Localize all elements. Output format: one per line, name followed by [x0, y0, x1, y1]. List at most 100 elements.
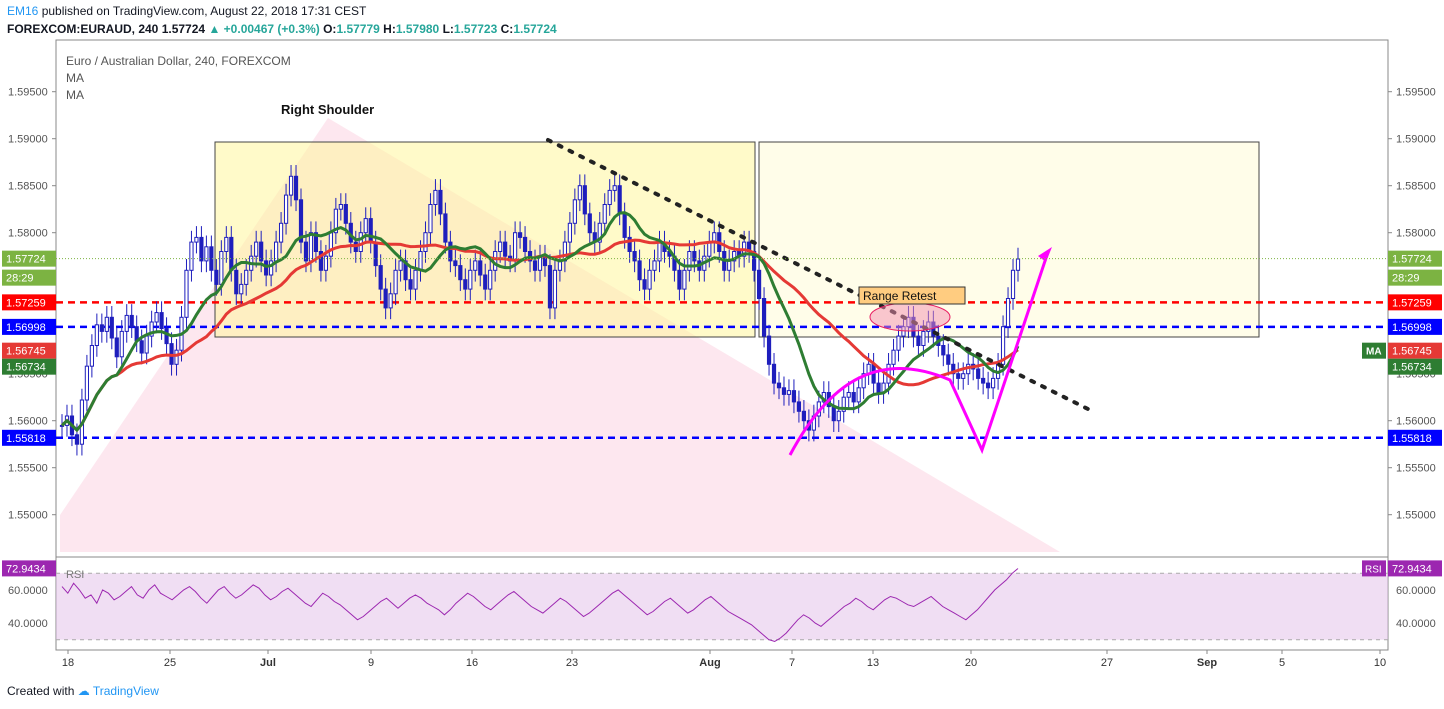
candle-body[interactable] — [358, 232, 363, 252]
candle-body[interactable] — [338, 204, 343, 210]
candle-body[interactable] — [343, 204, 348, 224]
candle-body[interactable] — [841, 396, 846, 412]
candle-body[interactable] — [991, 377, 996, 389]
candle-body[interactable] — [383, 288, 388, 309]
candle-body[interactable] — [393, 269, 398, 295]
candle-body[interactable] — [119, 330, 124, 358]
candle-body[interactable] — [547, 265, 553, 309]
candle-body[interactable] — [194, 236, 199, 243]
candle-body[interactable] — [214, 269, 219, 285]
candle-body[interactable] — [771, 363, 777, 384]
candle-body[interactable] — [448, 241, 453, 262]
candle-body[interactable] — [234, 269, 239, 295]
candle-body[interactable] — [154, 312, 159, 323]
candle-body[interactable] — [851, 392, 856, 403]
candle-body[interactable] — [473, 260, 478, 271]
candle-body[interactable] — [582, 185, 587, 215]
projection-path[interactable] — [788, 251, 1050, 456]
candle-body[interactable] — [607, 189, 612, 205]
candle-body[interactable] — [333, 208, 338, 234]
candle-body[interactable] — [363, 218, 368, 234]
candle-body[interactable] — [652, 260, 657, 271]
candle-body[interactable] — [597, 222, 602, 243]
candle-body[interactable] — [1010, 269, 1016, 299]
author-link[interactable]: EM16 — [7, 4, 39, 18]
candle-body[interactable] — [463, 279, 468, 290]
candle-body[interactable] — [189, 241, 194, 271]
candle-body[interactable] — [244, 269, 249, 285]
candle-body[interactable] — [149, 321, 154, 337]
candle-body[interactable] — [981, 377, 986, 384]
candle-body[interactable] — [398, 260, 403, 271]
legend-ma-1[interactable]: MA — [66, 71, 84, 85]
candle-body[interactable] — [617, 185, 622, 215]
candle-body[interactable] — [423, 232, 428, 252]
candle-body[interactable] — [503, 241, 508, 257]
candle-body[interactable] — [657, 241, 662, 262]
candle-body[interactable] — [368, 218, 373, 243]
candle-body[interactable] — [478, 260, 483, 276]
candle-body[interactable] — [109, 316, 114, 339]
candle-body[interactable] — [428, 204, 433, 234]
candle-body[interactable] — [139, 340, 144, 354]
candle-body[interactable] — [443, 213, 448, 243]
candle-body[interactable] — [781, 387, 787, 395]
ma-fast-line[interactable] — [60, 211, 1020, 433]
candle-body[interactable] — [288, 175, 294, 196]
candle-body[interactable] — [259, 241, 264, 262]
candle-body[interactable] — [298, 199, 304, 243]
candle-body[interactable] — [94, 324, 99, 347]
candle-body[interactable] — [378, 265, 383, 290]
candle-body[interactable] — [761, 298, 767, 337]
candle-body[interactable] — [433, 189, 438, 205]
legend-ma-2[interactable]: MA — [66, 88, 84, 102]
candle-body[interactable] — [612, 185, 617, 191]
candle-body[interactable] — [498, 241, 503, 253]
candle-body[interactable] — [373, 241, 378, 267]
candle-body[interactable] — [124, 314, 129, 332]
candle-body[interactable] — [199, 236, 204, 262]
candle-body[interactable] — [627, 236, 632, 252]
candle-body[interactable] — [856, 387, 861, 403]
candle-body[interactable] — [941, 345, 946, 356]
candle-body[interactable] — [418, 251, 423, 271]
trendline-dotted[interactable] — [546, 138, 1092, 412]
candle-body[interactable] — [99, 324, 104, 332]
candle-body[interactable] — [174, 349, 179, 365]
candle-body[interactable] — [577, 185, 582, 201]
candle-body[interactable] — [89, 345, 94, 367]
tradingview-brand[interactable]: TradingView — [92, 684, 159, 698]
candle-body[interactable] — [687, 251, 692, 271]
candle-body[interactable] — [114, 337, 119, 358]
candle-body[interactable] — [522, 236, 528, 252]
candle-body[interactable] — [264, 260, 269, 276]
candle-body[interactable] — [84, 365, 89, 401]
candle-body[interactable] — [846, 392, 851, 398]
candle-body[interactable] — [727, 260, 732, 271]
candle-body[interactable] — [786, 390, 792, 395]
candle-body[interactable] — [567, 222, 572, 243]
candle-body[interactable] — [831, 406, 836, 422]
candle-body[interactable] — [328, 232, 333, 257]
candle-body[interactable] — [961, 373, 966, 379]
candle-body[interactable] — [408, 279, 413, 290]
candle-body[interactable] — [74, 434, 80, 445]
candle-body[interactable] — [642, 279, 647, 290]
candle-body[interactable] — [293, 175, 299, 201]
candle-body[interactable] — [283, 194, 289, 224]
range-retest-callout-box[interactable] — [858, 286, 966, 305]
candle-body[interactable] — [587, 213, 592, 234]
candle-body[interactable] — [677, 269, 682, 290]
candle-body[interactable] — [1005, 298, 1011, 328]
candle-body[interactable] — [532, 260, 538, 271]
candle-body[interactable] — [956, 373, 961, 379]
candle-body[interactable] — [254, 241, 259, 257]
candle-body[interactable] — [483, 274, 488, 290]
retest-ellipse[interactable] — [869, 302, 951, 332]
candle-body[interactable] — [891, 349, 896, 365]
candle-body[interactable] — [986, 382, 991, 389]
candle-body[interactable] — [224, 236, 229, 252]
candle-body[interactable] — [318, 251, 324, 271]
candle-body[interactable] — [513, 232, 518, 262]
